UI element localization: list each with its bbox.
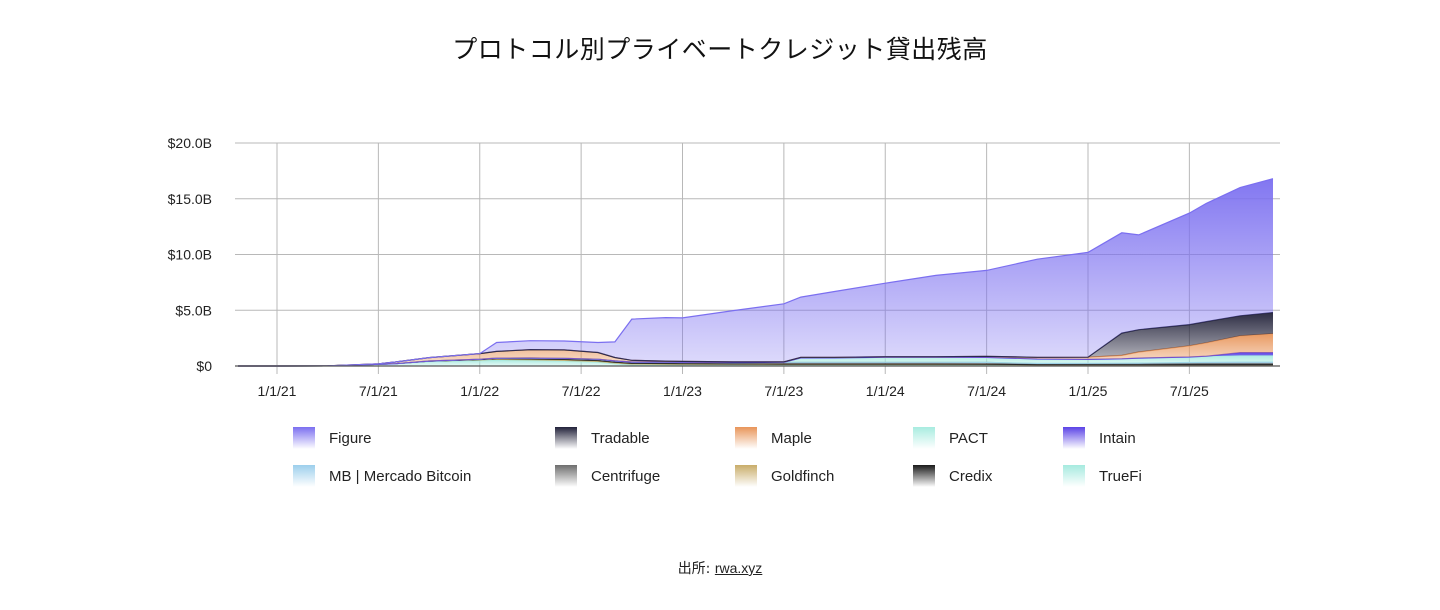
y-tick-label: $20.0B — [168, 135, 212, 151]
source-label: 出所: — [677, 561, 711, 577]
legend-label: Tradable — [591, 429, 650, 447]
x-tick-label: 7/1/24 — [967, 383, 1006, 399]
x-tick-label: 1/1/24 — [866, 383, 905, 399]
source-note: 出所: rwa.xyz — [0, 558, 1440, 578]
chart-plot: $0 $5.0B $10.0B $15.0B $20.0B 1/1/21 7/1/21 1/1… — [168, 135, 1280, 399]
y-tick-label: $5.0B — [175, 302, 212, 318]
y-tick-label: $0 — [196, 358, 212, 374]
area-figure — [238, 178, 1273, 366]
legend-swatch-icon — [555, 427, 577, 449]
legend-item[interactable]: Centrifuge — [555, 464, 660, 488]
legend-swatch-icon — [293, 465, 315, 487]
legend-item[interactable]: Maple — [735, 426, 812, 450]
x-tick-label: 1/1/21 — [258, 383, 297, 399]
legend-swatch-icon — [735, 427, 757, 449]
legend-swatch-icon — [735, 465, 757, 487]
legend-label: Credix — [949, 467, 993, 485]
legend-label: Centrifuge — [591, 467, 661, 485]
x-tick-label: 7/1/23 — [764, 383, 803, 399]
legend-label: PACT — [949, 429, 988, 447]
x-tick-label: 7/1/21 — [359, 383, 398, 399]
legend-item[interactable]: Goldfinch — [735, 464, 834, 488]
line-figure — [238, 178, 1274, 367]
legend-item[interactable]: PACT — [913, 426, 988, 450]
stacked-areas — [238, 178, 1274, 367]
legend-item[interactable]: Credix — [913, 464, 992, 488]
legend-label: Figure — [329, 429, 372, 447]
chart-title: プロトコル別プライベートクレジット貸出残高 — [452, 35, 988, 64]
x-tick-label: 1/1/23 — [663, 383, 702, 399]
legend-label: Goldfinch — [771, 467, 835, 485]
legend-label: Intain — [1099, 429, 1136, 447]
legend-swatch-icon — [1063, 465, 1085, 487]
area-truefi — [238, 359, 1273, 366]
area-pact — [238, 355, 1273, 366]
y-tick-label: $15.0B — [168, 191, 212, 207]
legend-swatch-icon — [913, 465, 935, 487]
legend-item[interactable]: Intain — [1063, 426, 1136, 450]
area-centrifuge — [238, 358, 1273, 366]
legend-label: MB | Mercado Bitcoin — [329, 467, 472, 485]
x-tick-label: 1/1/25 — [1069, 383, 1108, 399]
legend-label: TrueFi — [1099, 467, 1142, 485]
legend-swatch-icon — [1063, 427, 1085, 449]
axes: $0 $5.0B $10.0B $15.0B $20.0B 1/1/21 7/1/21 1/1… — [168, 135, 1280, 399]
x-tick-label: 1/1/22 — [460, 383, 499, 399]
area-maple — [238, 333, 1273, 366]
source-link[interactable]: rwa.xyz — [714, 560, 763, 576]
legend-item[interactable]: MB | Mercado Bitcoin — [293, 464, 471, 488]
x-tick-label: 7/1/22 — [562, 383, 601, 399]
legend-item[interactable]: Tradable — [555, 426, 650, 450]
legend-swatch-icon — [555, 465, 577, 487]
legend-item[interactable]: Figure — [293, 426, 372, 450]
legend-swatch-icon — [913, 427, 935, 449]
legend-swatch-icon — [293, 427, 315, 449]
legend-label: Maple — [771, 429, 812, 447]
y-tick-label: $10.0B — [168, 247, 212, 263]
legend-item[interactable]: TrueFi — [1063, 464, 1142, 488]
x-tick-label: 7/1/25 — [1170, 383, 1209, 399]
